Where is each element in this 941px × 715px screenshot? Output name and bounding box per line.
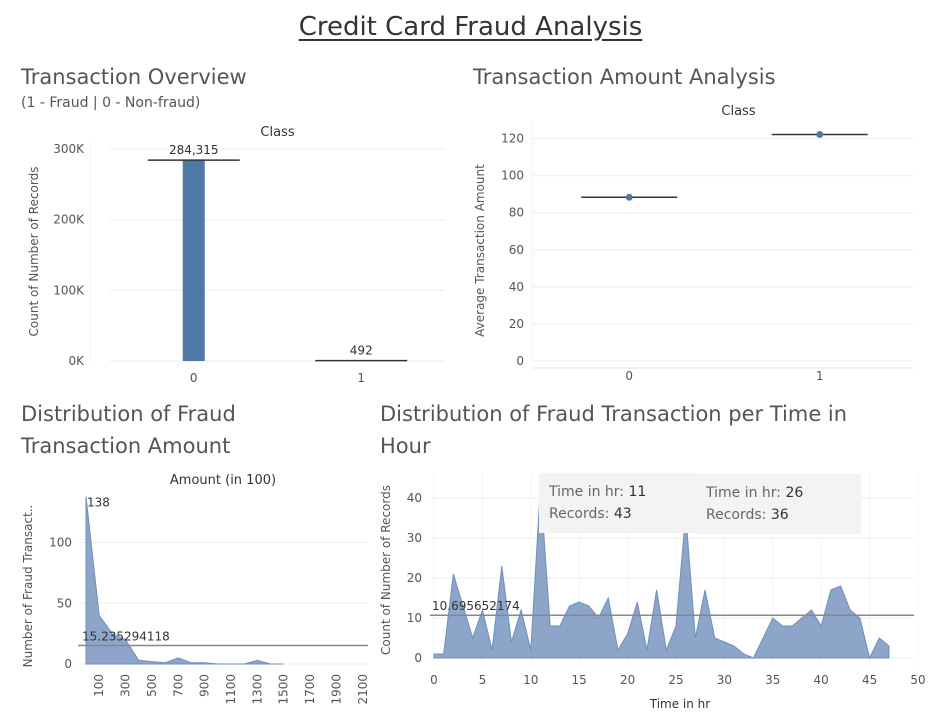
data-label: 492 xyxy=(350,344,373,358)
y-tick-label: 0 xyxy=(64,657,72,671)
y-tick-label: 0K xyxy=(68,354,85,368)
y-axis-title: Count of Number of Records xyxy=(379,485,393,655)
x-tick-label: 0 xyxy=(430,673,438,687)
x-tick-label: 45 xyxy=(862,673,877,687)
x-tick-label: 25 xyxy=(668,673,683,687)
y-axis-title: Count of Number of Records xyxy=(27,167,41,337)
y-tick-label: 50 xyxy=(57,596,72,610)
amount-analysis-chart: Class 0 20 40 60 80 100 120 Average Transaction … xyxy=(473,104,913,383)
x-tick-label: 40 xyxy=(814,673,829,687)
amount-analysis-title: Transaction Amount Analysis xyxy=(473,65,776,89)
fraud-amount-area-chart: Amount (in 100) 0 50 100 Number of Fraud Tra… xyxy=(21,473,370,705)
y-tick-label: 100 xyxy=(49,536,72,550)
x-tick-label: 100 xyxy=(92,674,106,697)
overview-title: Transaction Overview xyxy=(21,65,247,89)
x-tick-label: 1100 xyxy=(224,674,238,705)
x-tick-label: 35 xyxy=(765,673,780,687)
fraud-time-title-line1: Distribution of Fraud Transaction per Ti… xyxy=(380,402,848,426)
x-tick-label: 1500 xyxy=(277,674,291,705)
y-tick-label: 60 xyxy=(509,243,524,257)
y-tick-label: 100K xyxy=(53,283,85,297)
x-tick-label: 50 xyxy=(910,673,925,687)
x-tick-label: 700 xyxy=(171,674,185,697)
x-tick-label: 10 xyxy=(523,673,538,687)
y-tick-label: 0 xyxy=(414,651,422,665)
x-tick-label: 500 xyxy=(145,674,159,697)
tooltip-key: Time in hr: xyxy=(549,484,625,500)
dashboard-title: Credit Card Fraud Analysis xyxy=(298,12,643,42)
x-tick-label: 0 xyxy=(625,369,633,383)
reference-line-label: 15.235294118 xyxy=(82,630,170,644)
fraud-amount-title-line2: Transaction Amount xyxy=(21,434,231,458)
tooltip-key: Records: xyxy=(706,507,767,523)
overview-subtitle: (1 - Fraud | 0 - Non-fraud) xyxy=(21,95,201,111)
tooltip-time-11: Time in hr: 11 Records: 43 xyxy=(539,473,699,533)
reference-line-label: 10.695652174 xyxy=(432,599,520,613)
x-tick-label: 1700 xyxy=(303,674,317,705)
y-tick-label: 20 xyxy=(509,317,524,331)
x-tick-label: 1300 xyxy=(250,674,264,705)
chart-header: Amount (in 100) xyxy=(170,473,276,488)
tooltip-value: 11 xyxy=(628,484,647,500)
y-tick-label: 300K xyxy=(53,142,85,156)
y-tick-label: 200K xyxy=(53,213,85,227)
overview-bar-chart: Class 0K 100K 200K 300K Count of Number of Re… xyxy=(27,125,445,385)
x-tick-label: 20 xyxy=(620,673,635,687)
point-1 xyxy=(816,130,824,138)
y-tick-label: 20 xyxy=(407,571,422,585)
x-tick-label: 1900 xyxy=(329,674,343,705)
chart-header: Class xyxy=(260,125,294,140)
area-series xyxy=(85,496,284,665)
y-axis-title: Number of Fraud Transact.. xyxy=(21,505,35,668)
y-axis-title: Average Transaction Amount xyxy=(473,164,487,337)
tooltip-value: 36 xyxy=(770,507,789,523)
data-label: 284,315 xyxy=(169,143,219,157)
y-tick-label: 40 xyxy=(407,491,422,505)
x-tick-label: 30 xyxy=(717,673,732,687)
x-tick-label: 1 xyxy=(357,371,365,385)
y-tick-label: 120 xyxy=(501,132,524,146)
x-tick-label: 900 xyxy=(198,674,212,697)
chart-header: Class xyxy=(721,104,755,119)
x-tick-label: 5 xyxy=(479,673,487,687)
x-tick-label: 0 xyxy=(190,371,198,385)
fraud-amount-title-line1: Distribution of Fraud xyxy=(21,402,236,426)
bar-0 xyxy=(182,160,205,361)
fraud-time-title-line2: Hour xyxy=(380,434,431,458)
tooltip-value: 26 xyxy=(785,485,804,501)
y-tick-label: 10 xyxy=(407,611,422,625)
x-tick-label: 2100 xyxy=(356,674,370,705)
x-tick-label: 300 xyxy=(119,674,133,697)
tooltip-value: 43 xyxy=(613,506,632,522)
x-tick-label: 15 xyxy=(572,673,587,687)
y-tick-label: 0 xyxy=(516,354,524,368)
x-axis-title: Time in hr xyxy=(649,697,711,711)
y-tick-label: 80 xyxy=(509,206,524,220)
y-tick-label: 40 xyxy=(509,280,524,294)
point-0 xyxy=(625,193,633,201)
tooltip-key: Records: xyxy=(549,506,610,522)
y-tick-label: 30 xyxy=(407,531,422,545)
tooltip-time-26: Time in hr: 26 Records: 36 xyxy=(696,474,861,534)
y-tick-label: 100 xyxy=(501,169,524,183)
tooltip-key: Time in hr: xyxy=(706,485,782,501)
peak-label: 138 xyxy=(87,495,110,509)
x-tick-label: 1 xyxy=(816,369,824,383)
